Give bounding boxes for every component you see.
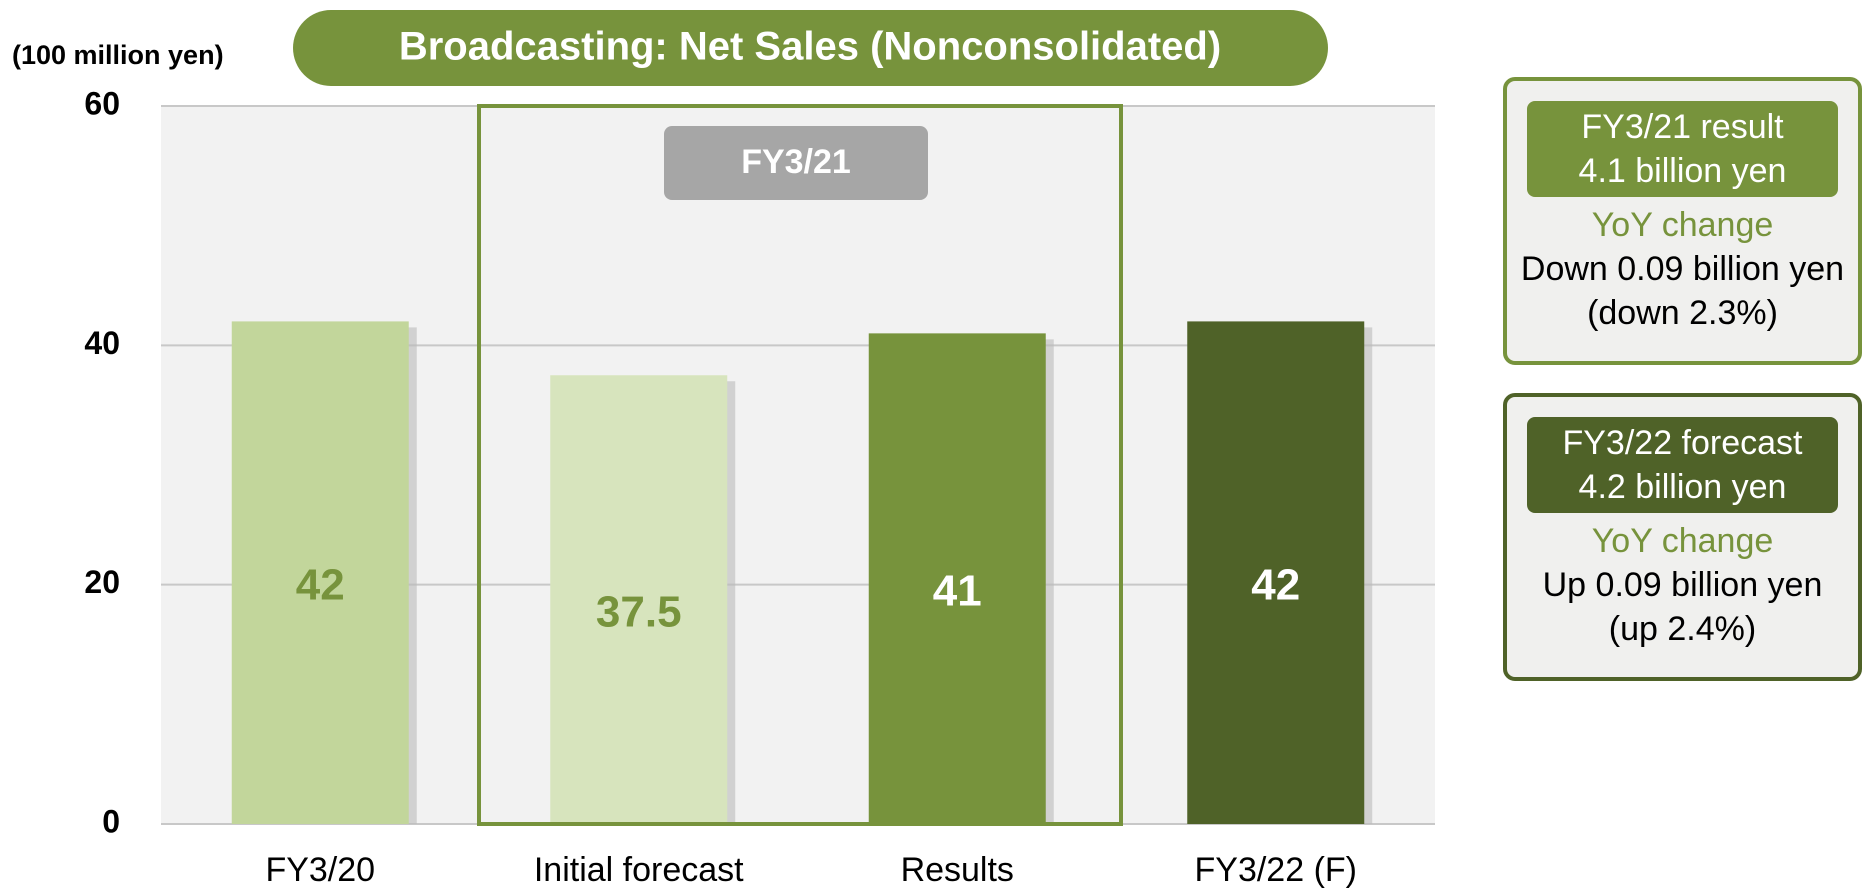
unit-label: (100 million yen) — [12, 40, 224, 70]
group-label: FY3/21 — [741, 143, 851, 181]
value-label: 42 — [296, 560, 345, 609]
y-tick-label: 0 — [102, 803, 120, 839]
info-panel: FY3/22 forecast 4.2 billion yen YoY change… — [1503, 393, 1862, 681]
bar — [868, 333, 1046, 824]
bar — [1187, 321, 1365, 824]
title-pill — [293, 10, 1328, 86]
bar — [231, 321, 409, 824]
value-label: 41 — [933, 566, 982, 615]
panel-subheader: YoY change — [1591, 522, 1774, 560]
value-label: 42 — [1251, 560, 1300, 609]
panel-header-line: 4.2 billion yen — [1578, 468, 1787, 506]
group-label-box — [664, 126, 928, 200]
x-tick-label: FY3/22 (F) — [1195, 851, 1357, 889]
panel-line: (up 2.4%) — [1608, 610, 1757, 648]
panel-header-line: FY3/21 result — [1581, 108, 1784, 146]
panel-line: Up 0.09 billion yen — [1542, 566, 1823, 604]
bar — [550, 375, 728, 824]
info-panel: FY3/21 result 4.1 billion yen YoY change Do… — [1503, 77, 1862, 365]
x-tick-label: Initial forecast — [534, 851, 744, 889]
value-label: 37.5 — [596, 587, 682, 636]
y-tick-label: 20 — [84, 564, 120, 600]
y-tick-label: 40 — [84, 325, 120, 361]
x-tick-label: FY3/20 — [265, 851, 375, 889]
panel-subheader: YoY change — [1591, 206, 1774, 244]
panel-header: FY3/22 forecast 4.2 billion yen — [1527, 417, 1838, 513]
group-box — [477, 104, 1123, 826]
chart-title: Broadcasting: Net Sales (Nonconsolidated… — [399, 25, 1221, 69]
panel-header-line: 4.1 billion yen — [1578, 152, 1787, 190]
x-tick-label: Results — [901, 851, 1014, 889]
panel-header: FY3/21 result 4.1 billion yen — [1527, 101, 1838, 197]
y-tick-label: 60 — [84, 85, 120, 121]
panel-line: Down 0.09 billion yen — [1520, 250, 1845, 288]
panel-line: (down 2.3%) — [1587, 294, 1778, 332]
panel-header-line: FY3/22 forecast — [1562, 424, 1803, 462]
